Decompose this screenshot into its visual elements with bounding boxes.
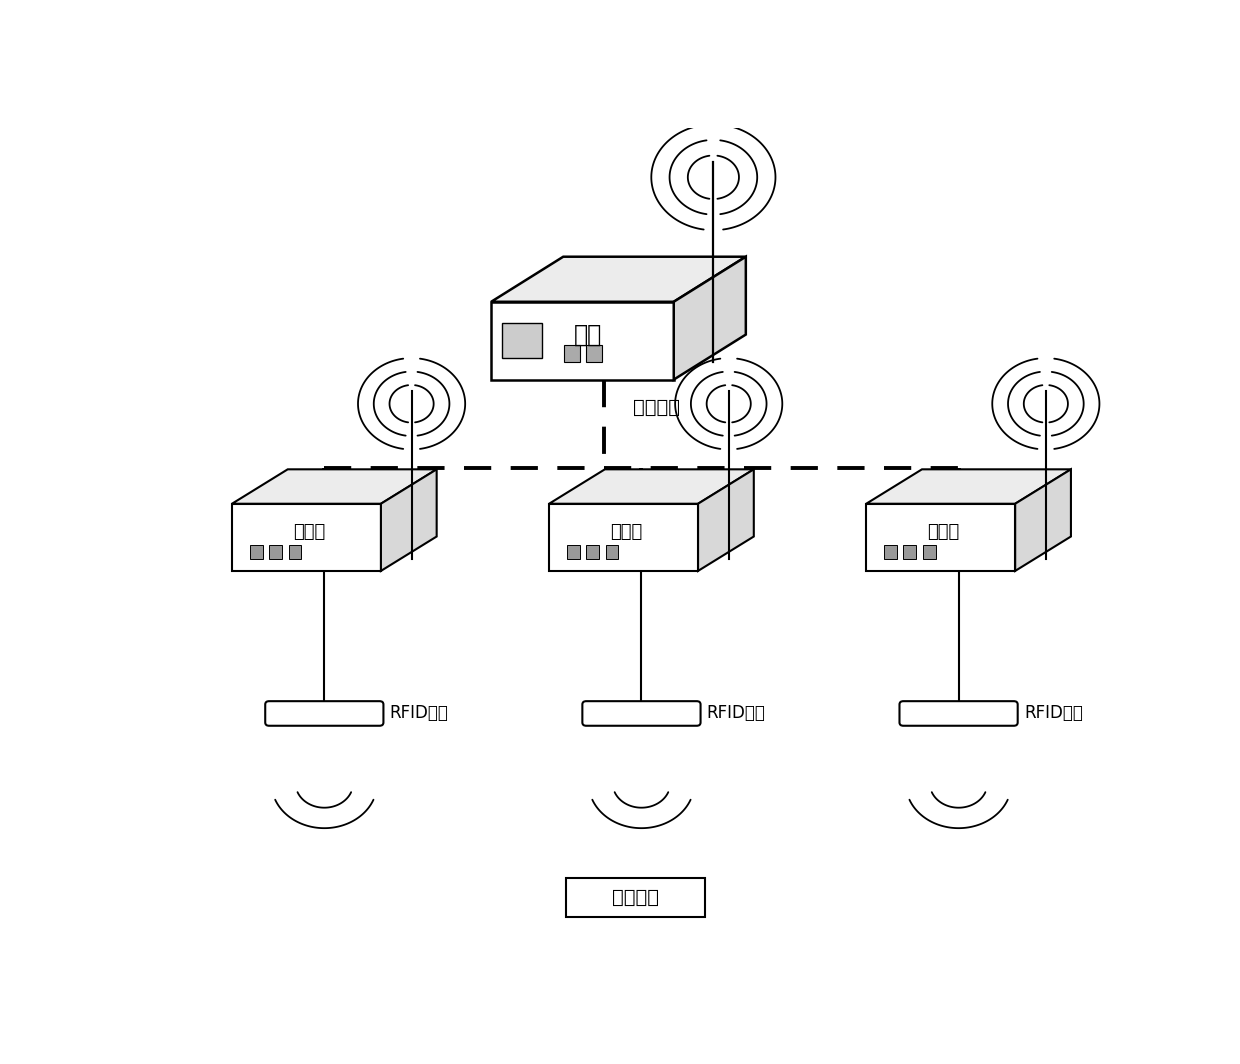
FancyBboxPatch shape — [265, 701, 383, 726]
Bar — [587, 546, 599, 559]
Polygon shape — [698, 469, 754, 571]
Text: RFID天线: RFID天线 — [1024, 704, 1083, 722]
Text: 中继器: 中继器 — [610, 522, 642, 541]
Text: 控制链路: 控制链路 — [634, 398, 681, 417]
Polygon shape — [1016, 469, 1071, 571]
FancyBboxPatch shape — [899, 701, 1018, 726]
Text: 电子标签: 电子标签 — [613, 888, 658, 908]
Polygon shape — [549, 503, 698, 571]
Bar — [249, 546, 263, 559]
FancyBboxPatch shape — [583, 701, 701, 726]
Polygon shape — [673, 256, 745, 380]
Bar — [565, 878, 706, 917]
Polygon shape — [867, 503, 1016, 571]
Bar — [289, 546, 301, 559]
Bar — [904, 546, 916, 559]
Bar — [269, 546, 281, 559]
Bar — [502, 322, 542, 358]
Bar — [923, 546, 935, 559]
Bar — [884, 546, 897, 559]
Text: RFID天线: RFID天线 — [389, 704, 449, 722]
Text: 中继器: 中继器 — [928, 522, 960, 541]
Polygon shape — [232, 503, 381, 571]
Text: 主机: 主机 — [574, 322, 603, 347]
Bar — [605, 546, 619, 559]
Polygon shape — [491, 256, 745, 302]
Bar — [564, 346, 580, 363]
Bar — [567, 546, 579, 559]
Polygon shape — [867, 469, 1071, 503]
Polygon shape — [232, 469, 436, 503]
Text: RFID天线: RFID天线 — [707, 704, 765, 722]
Polygon shape — [381, 469, 436, 571]
Polygon shape — [549, 469, 754, 503]
Polygon shape — [491, 302, 673, 380]
Bar — [587, 346, 601, 363]
Text: 中继器: 中继器 — [294, 522, 326, 541]
